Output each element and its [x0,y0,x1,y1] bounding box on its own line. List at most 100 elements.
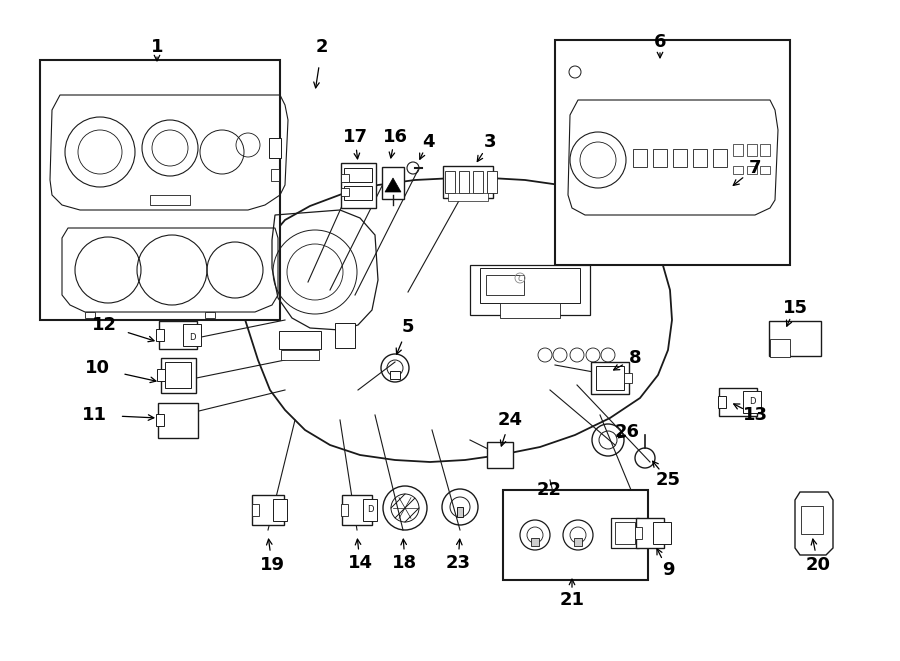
Bar [719,388,757,416]
Text: 24: 24 [498,411,523,429]
Bar [445,171,455,193]
Bar [85,312,95,318]
Text: 19: 19 [259,556,284,574]
Text: 26: 26 [615,423,640,441]
Text: 8: 8 [629,349,642,367]
Bar [279,331,321,349]
Bar [281,350,319,360]
Text: c: c [518,273,523,283]
Bar [743,391,761,413]
Bar [747,144,757,156]
Bar [760,166,770,174]
Bar [459,171,469,193]
Bar [713,149,727,167]
Bar [448,193,488,201]
Bar [718,396,726,408]
Text: 22: 22 [536,481,562,499]
Bar [531,538,539,546]
Bar [159,321,197,349]
Bar [574,538,582,546]
Bar [340,504,347,516]
Bar [611,518,639,548]
Bar [160,358,195,393]
Bar [390,371,400,379]
Text: 12: 12 [92,316,116,334]
Bar [555,40,790,265]
Bar [183,324,201,346]
Text: 10: 10 [85,359,110,377]
Polygon shape [385,178,401,192]
Text: 2: 2 [316,38,328,56]
Bar [341,188,349,196]
Bar [747,166,757,174]
Text: 15: 15 [782,299,807,317]
Text: D: D [749,397,755,407]
Bar [157,369,165,381]
Text: 5: 5 [401,318,414,336]
Bar [165,362,191,388]
Text: 16: 16 [382,128,408,146]
Bar [335,323,355,348]
Bar [487,171,497,193]
Bar [473,171,483,193]
Text: 23: 23 [446,554,471,572]
Bar [40,60,280,320]
Text: 14: 14 [347,554,373,572]
Bar [653,522,671,544]
Bar [596,366,624,390]
Bar [615,522,635,544]
Text: 25: 25 [655,471,680,489]
Text: 1: 1 [151,38,163,56]
Bar [363,499,377,521]
Bar [733,144,743,156]
Bar [634,527,642,539]
Bar [733,166,743,174]
Bar [591,362,629,394]
Bar [500,303,560,317]
Bar [273,499,287,521]
Bar [269,138,281,158]
Text: 3: 3 [484,133,496,151]
Bar [205,312,215,318]
Bar [673,149,687,167]
Bar [636,518,664,548]
Bar [624,373,632,383]
Bar [382,167,404,199]
Text: 20: 20 [806,556,831,574]
Bar [251,504,258,516]
Bar [769,321,821,356]
Bar [693,149,707,167]
Text: 4: 4 [422,133,434,151]
Bar [156,329,164,341]
Bar [486,275,524,295]
Bar [344,168,372,182]
Bar [341,174,349,182]
Bar [158,403,198,438]
Bar [760,144,770,156]
Bar [653,149,667,167]
Text: 6: 6 [653,33,666,51]
Bar [150,195,190,205]
Bar [633,149,647,167]
Bar [487,442,513,468]
Bar [457,507,463,517]
Text: 21: 21 [560,591,584,609]
Text: D: D [189,332,195,342]
Bar [801,506,823,534]
Bar [342,495,372,525]
Text: 7: 7 [749,159,761,177]
Text: 17: 17 [343,128,367,146]
Bar [443,166,493,198]
Bar [340,163,375,208]
Bar [156,414,164,426]
Text: D: D [367,506,374,514]
Text: 13: 13 [742,406,768,424]
Text: 11: 11 [82,406,106,424]
Bar [503,490,648,580]
Text: 9: 9 [662,561,674,579]
Bar [271,169,279,181]
Bar [252,495,284,525]
Bar [770,339,790,357]
Bar [470,265,590,315]
Text: 18: 18 [392,554,418,572]
